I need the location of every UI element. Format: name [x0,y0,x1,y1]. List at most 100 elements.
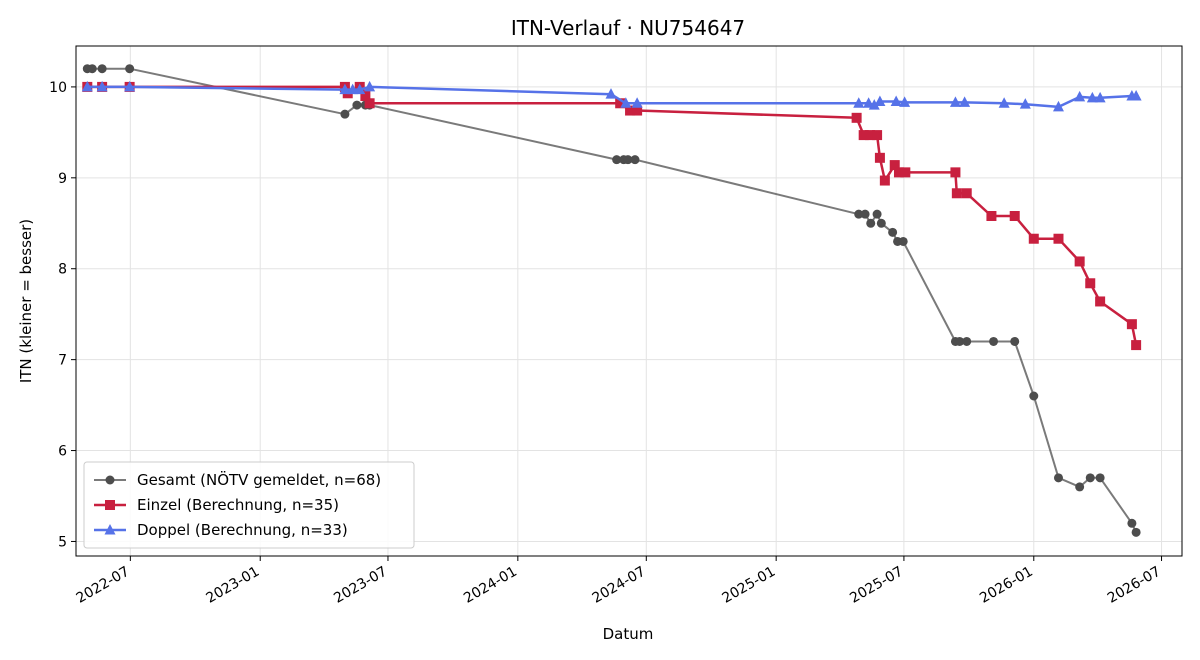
data-point-gesamt [1085,473,1095,483]
data-point-doppel [631,97,643,108]
data-point-gesamt [866,218,876,228]
legend-label-einzel: Einzel (Berechnung, n=35) [137,496,339,514]
data-point-doppel [124,80,136,92]
data-point-gesamt [1095,473,1105,483]
series-layer [81,64,1142,537]
data-point-gesamt [87,64,97,74]
data-point-einzel [900,167,911,178]
data-point-doppel [853,97,865,108]
data-point-doppel [874,95,886,106]
legend-item-doppel: Doppel (Berechnung, n=33) [94,521,348,539]
data-point-doppel [96,80,108,92]
data-point-gesamt [888,227,898,237]
data-point-gesamt [854,209,864,219]
legend: Gesamt (NÖTV gemeldet, n=68) Einzel (Bere… [83,461,415,549]
data-point-gesamt [340,109,350,119]
data-point-gesamt [1010,336,1020,346]
data-point-doppel [1074,90,1086,102]
x-axis-label: Datum [603,625,654,643]
legend-item-einzel: Einzel (Berechnung, n=35) [94,496,339,514]
y-tick-label: 8 [58,262,67,278]
data-point-doppel [959,96,971,107]
data-point-einzel [889,160,900,171]
data-point-einzel [865,130,876,141]
data-point-einzel [625,105,636,116]
data-point-doppel [1086,91,1098,103]
legend-marker-gesamt [105,475,115,485]
data-point-doppel [347,83,359,95]
y-tick-label: 6 [58,444,67,460]
legend-box [83,461,415,549]
data-point-gesamt [1075,482,1085,492]
data-point-einzel [872,130,883,141]
data-point-gesamt [898,236,908,246]
data-point-einzel [615,98,626,109]
data-point-gesamt [860,209,870,219]
y-tick-label: 5 [58,534,67,550]
data-point-gesamt [630,155,640,165]
series-gesamt [82,64,1141,537]
plot-frame [75,45,1183,557]
data-point-doppel [339,83,351,95]
data-point-einzel [858,130,869,141]
data-point-doppel [81,80,93,92]
data-point-doppel [998,97,1010,108]
data-point-einzel [961,188,972,199]
y-axis-label: ITN (kleiner = besser) [17,219,35,383]
data-point-doppel [1019,98,1031,109]
data-point-gesamt [962,336,972,346]
data-point-einzel [632,105,643,116]
data-point-doppel [868,99,880,110]
data-point-gesamt [955,336,965,346]
data-point-einzel [1074,256,1085,267]
data-point-gesamt [125,64,135,74]
data-point-einzel [360,91,371,101]
data-point-einzel [1131,340,1142,351]
data-point-gesamt [97,64,107,74]
data-point-gesamt [623,155,633,165]
data-point-einzel [1053,233,1064,244]
data-point-doppel [1052,100,1064,112]
data-point-doppel [354,83,366,95]
legend-label-gesamt: Gesamt (NÖTV gemeldet, n=68) [137,470,381,489]
data-point-einzel [1126,319,1137,330]
legend-marker-einzel [105,500,115,510]
legend-item-gesamt: Gesamt (NÖTV gemeldet, n=68) [94,470,381,489]
y-tick-label: 7 [58,353,67,369]
data-point-gesamt [989,336,999,346]
data-point-einzel [874,152,885,163]
data-point-einzel [364,98,375,109]
data-point-gesamt [1053,473,1063,483]
data-point-gesamt [612,155,622,165]
data-point-einzel [1009,211,1020,221]
data-point-doppel [899,96,911,107]
data-point-doppel [1130,90,1142,101]
grid [76,46,1182,556]
data-point-gesamt [1131,527,1141,537]
y-tick-label: 10 [49,80,67,96]
data-point-einzel [950,167,961,178]
data-point-doppel [949,96,961,107]
chart-title: ITN-Verlauf · NU754647 [511,16,745,40]
data-point-doppel [605,88,617,99]
data-point-doppel [364,80,376,92]
data-point-gesamt [1127,518,1137,528]
data-point-doppel [890,95,902,106]
data-point-gesamt [872,209,882,219]
data-point-einzel [951,188,962,199]
data-point-einzel [879,175,890,186]
data-point-gesamt [1029,391,1039,401]
data-point-gesamt [352,100,362,110]
data-point-einzel [986,211,997,221]
data-point-einzel [1095,296,1106,307]
legend-label-doppel: Doppel (Berechnung, n=33) [137,521,348,539]
data-point-einzel [851,112,862,123]
data-point-einzel [893,167,904,178]
data-point-gesamt [876,218,886,228]
legend-marker-doppel [104,524,116,535]
data-point-doppel [620,97,632,108]
data-point-einzel [1085,278,1096,289]
data-point-einzel [1028,233,1039,244]
